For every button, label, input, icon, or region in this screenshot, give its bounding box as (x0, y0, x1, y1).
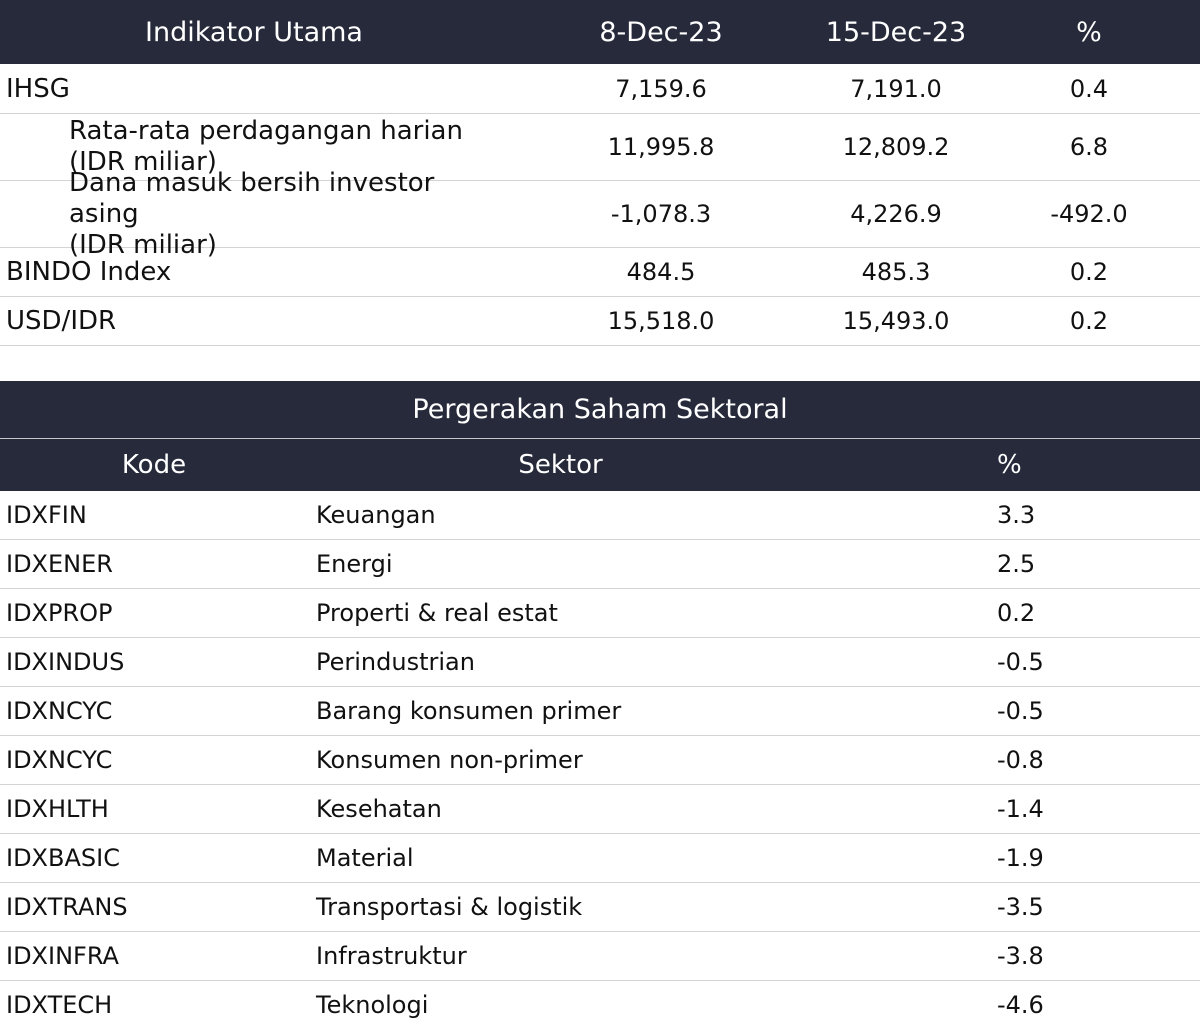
sector-percent: 0.2 (997, 599, 1036, 627)
header-code: Kode (121, 450, 187, 480)
indicator-value-date-1: 11,995.8 (607, 133, 715, 161)
sector-percent: 2.5 (997, 550, 1036, 578)
indicator-value-date-2: 12,809.2 (842, 133, 950, 161)
sector-row: IDXFIN Keuangan 3.3 (0, 491, 1200, 540)
sector-row: IDXPROP Properti & real estat 0.2 (0, 589, 1200, 638)
sector-code: IDXENER (6, 550, 113, 578)
sector-movement-table: Pergerakan Saham Sektoral Kode Sektor % … (0, 381, 1200, 1029)
sector-row: IDXBASIC Material -1.9 (0, 834, 1200, 883)
header-percent: % (1076, 16, 1102, 48)
sector-percent: -0.8 (997, 746, 1044, 774)
header-percent: % (997, 450, 1022, 480)
sector-row: IDXTRANS Transportasi & logistik -3.5 (0, 883, 1200, 932)
indicator-label: Dana masuk bersih investor asing (IDR mi… (0, 168, 508, 261)
indicator-label: IHSG (6, 73, 70, 104)
sector-percent: -3.8 (997, 942, 1044, 970)
indicator-percent: 6.8 (1069, 133, 1109, 161)
sector-code: IDXPROP (6, 599, 113, 627)
key-indicators-header: Indikator Utama 8-Dec-23 15-Dec-23 % (0, 0, 1200, 64)
sector-percent: -1.4 (997, 795, 1044, 823)
sector-percent: -0.5 (997, 648, 1044, 676)
indicator-label: BINDO Index (6, 257, 172, 287)
sector-name: Keuangan (316, 501, 436, 529)
sector-table-header: Kode Sektor % (0, 439, 1200, 491)
sector-name: Energi (316, 550, 393, 578)
sector-name: Infrastruktur (316, 942, 467, 970)
sector-code: IDXBASIC (6, 844, 120, 872)
indicator-value-date-1: 7,159.6 (615, 74, 707, 103)
indicator-label: Rata-rata perdagangan harian (IDR miliar… (0, 116, 508, 178)
sector-code: IDXTRANS (6, 893, 128, 921)
indicator-percent: -492.0 (1050, 200, 1128, 228)
sector-code: IDXINFRA (6, 942, 119, 970)
indicator-label-line-1: Dana masuk bersih investor asing (69, 167, 435, 229)
header-sector: Sektor (518, 450, 603, 480)
sector-name: Material (316, 844, 414, 872)
indicator-row-ihsg: IHSG 7,159.6 7,191.0 0.4 (0, 64, 1200, 114)
header-date-1: 8-Dec-23 (599, 16, 723, 48)
sector-name: Properti & real estat (316, 599, 558, 627)
header-indicator: Indikator Utama (145, 16, 363, 48)
key-indicators-table: Indikator Utama 8-Dec-23 15-Dec-23 % IHS… (0, 0, 1200, 346)
sector-code: IDXHLTH (6, 795, 109, 823)
indicator-row-foreign-net-flow: Dana masuk bersih investor asing (IDR mi… (0, 168, 1200, 260)
indicator-label-line-2: (IDR miliar) (69, 229, 217, 260)
sector-name: Barang konsumen primer (316, 697, 622, 725)
sector-code: IDXTECH (6, 991, 113, 1019)
indicator-label: USD/IDR (6, 306, 117, 336)
indicator-percent: 0.2 (1069, 307, 1109, 335)
sector-table-title: Pergerakan Saham Sektoral (0, 381, 1200, 439)
indicator-value-date-2: 485.3 (861, 258, 931, 286)
sector-name: Teknologi (316, 991, 429, 1019)
sector-percent: 3.3 (997, 501, 1036, 529)
header-date-2: 15-Dec-23 (825, 16, 967, 48)
sector-percent: -1.9 (997, 844, 1044, 872)
indicator-value-date-2: 15,493.0 (842, 307, 950, 335)
indicator-row-usd-idr: USD/IDR 15,518.0 15,493.0 0.2 (0, 297, 1200, 346)
sector-code: IDXFIN (6, 501, 87, 529)
indicator-row-bindo: BINDO Index 484.5 485.3 0.2 (0, 248, 1200, 297)
sector-row: IDXINFRA Infrastruktur -3.8 (0, 932, 1200, 981)
indicator-value-date-2: 7,191.0 (850, 74, 942, 103)
sector-row: IDXNCYC Barang konsumen primer -0.5 (0, 687, 1200, 736)
indicator-row-daily-trading: Rata-rata perdagangan harian (IDR miliar… (0, 114, 1200, 181)
sector-percent: -4.6 (997, 991, 1044, 1019)
indicator-percent: 0.2 (1069, 258, 1109, 286)
indicator-value-date-2: 4,226.9 (850, 200, 942, 228)
sector-row: IDXHLTH Kesehatan -1.4 (0, 785, 1200, 834)
indicator-value-date-1: -1,078.3 (610, 200, 712, 228)
sector-row: IDXENER Energi 2.5 (0, 540, 1200, 589)
sector-code: IDXNCYC (6, 697, 113, 725)
indicator-percent: 0.4 (1069, 74, 1109, 103)
sector-row: IDXTECH Teknologi -4.6 (0, 981, 1200, 1029)
sector-percent: -3.5 (997, 893, 1044, 921)
sector-code: IDXNCYC (6, 746, 113, 774)
sector-name: Transportasi & logistik (316, 893, 583, 921)
indicator-value-date-1: 484.5 (626, 258, 696, 286)
sector-code: IDXINDUS (6, 648, 125, 676)
sector-name: Kesehatan (316, 795, 442, 823)
indicator-label-line-1: Rata-rata perdagangan harian (69, 116, 463, 146)
sector-name: Konsumen non-primer (316, 746, 583, 774)
indicator-value-date-1: 15,518.0 (607, 307, 715, 335)
sector-row: IDXNCYC Konsumen non-primer -0.8 (0, 736, 1200, 785)
sector-percent: -0.5 (997, 697, 1044, 725)
indicator-label-line-2: (IDR miliar) (69, 147, 217, 177)
sector-name: Perindustrian (316, 648, 475, 676)
sector-row: IDXINDUS Perindustrian -0.5 (0, 638, 1200, 687)
